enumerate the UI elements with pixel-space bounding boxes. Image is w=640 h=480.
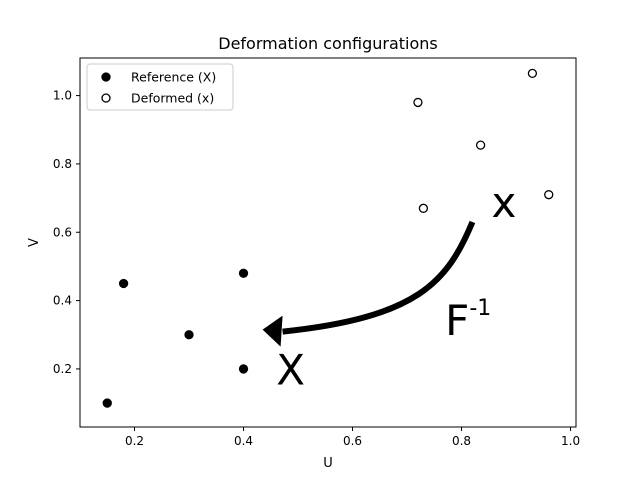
data-points	[102, 68, 554, 408]
reference-point	[238, 268, 249, 278]
deformed-point	[475, 140, 486, 150]
deformed-point	[413, 97, 423, 108]
reference-point	[238, 364, 249, 374]
reference-config-label: X	[276, 345, 305, 394]
reference-point	[102, 398, 112, 408]
inverse-mapping-label: F-1	[445, 296, 491, 345]
mapping-label-base: F	[445, 296, 469, 345]
plot-area	[79, 57, 577, 428]
y-tick-label: 0.2	[53, 362, 72, 376]
legend-label: Reference (X)	[131, 70, 216, 85]
y-tick-label: 1.0	[53, 89, 72, 103]
deformed-config-label: x	[492, 178, 517, 227]
mapping-arrow	[282, 220, 476, 335]
y-tick-label: 0.8	[53, 157, 72, 171]
deformed-point	[527, 68, 538, 79]
x-tick-label: 0.8	[452, 434, 471, 448]
y-axis: 0.2 0.4 0.6 0.8 1.0	[53, 89, 80, 376]
chart-title: Deformation configurations	[218, 34, 437, 53]
legend-label: Deformed (x)	[131, 91, 214, 106]
y-tick-label: 0.6	[53, 225, 72, 239]
legend-marker	[101, 72, 111, 82]
x-axis-label: U	[323, 456, 333, 471]
x-tick-label: 0.2	[125, 434, 144, 448]
reference-point	[118, 278, 129, 289]
x-tick-label: 0.6	[343, 434, 362, 448]
mapping-label-superscript: -1	[469, 296, 491, 321]
deformed-point	[544, 190, 554, 200]
legend-marker	[101, 93, 111, 103]
plot-frame	[79, 57, 577, 428]
x-axis: 0.2 0.4 0.6 0.8 1.0	[125, 427, 580, 448]
y-tick-label: 0.4	[53, 294, 72, 308]
y-axis-label: V	[27, 238, 42, 247]
deformed-point	[418, 203, 429, 213]
mapping-arrow-head	[262, 315, 283, 347]
reference-point	[184, 330, 194, 340]
x-tick-label: 1.0	[561, 434, 580, 448]
x-tick-label: 0.4	[234, 434, 253, 448]
legend: Reference (X) Deformed (x)	[86, 63, 234, 111]
annotations: x X F-1	[262, 178, 517, 394]
legend-box	[86, 63, 234, 111]
